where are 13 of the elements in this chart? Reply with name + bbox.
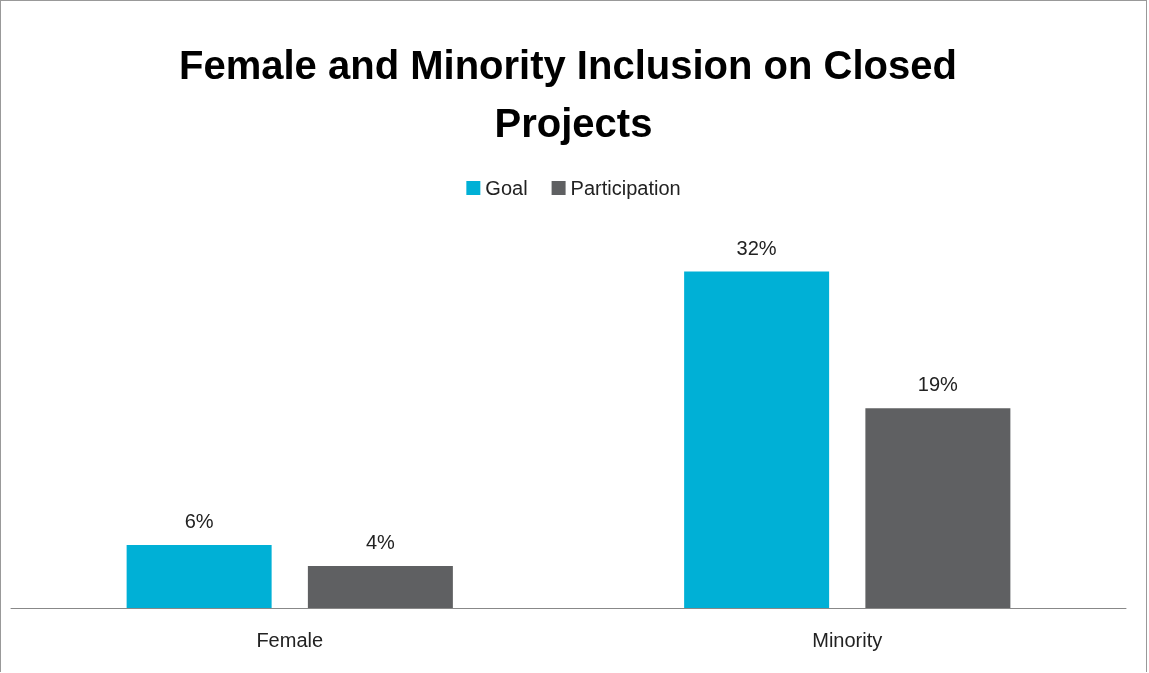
x-tick-label: Female (256, 629, 324, 651)
data-label: 32% (736, 236, 777, 259)
data-label: 19% (917, 373, 959, 396)
bar (307, 565, 453, 608)
bar (684, 271, 830, 608)
bar (126, 544, 272, 608)
x-tick-label: Minority (812, 629, 883, 651)
data-label: 6% (184, 509, 214, 532)
chart-title: Female and Minority Inclusion on Closed Projects (179, 43, 968, 145)
legend-label: Goal (485, 177, 528, 199)
legend-label: Participation (570, 177, 681, 199)
bar (865, 408, 1011, 608)
data-label: 4% (365, 530, 396, 553)
